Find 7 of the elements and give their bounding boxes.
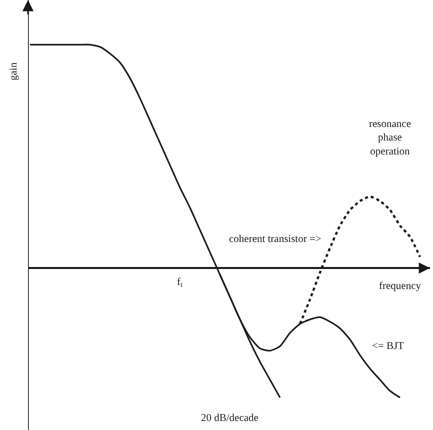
annotation: resonance phase operation — [369, 119, 412, 158]
x-axis-title: frequency — [379, 281, 422, 292]
text: 20 dB/decade — [201, 413, 259, 424]
series-label: <= BJT — [372, 341, 405, 352]
annotation: f$_{t}$ — [177, 277, 183, 290]
y-axis-title: gain — [8, 62, 20, 80]
series-label: coherent transistor => — [229, 234, 322, 245]
